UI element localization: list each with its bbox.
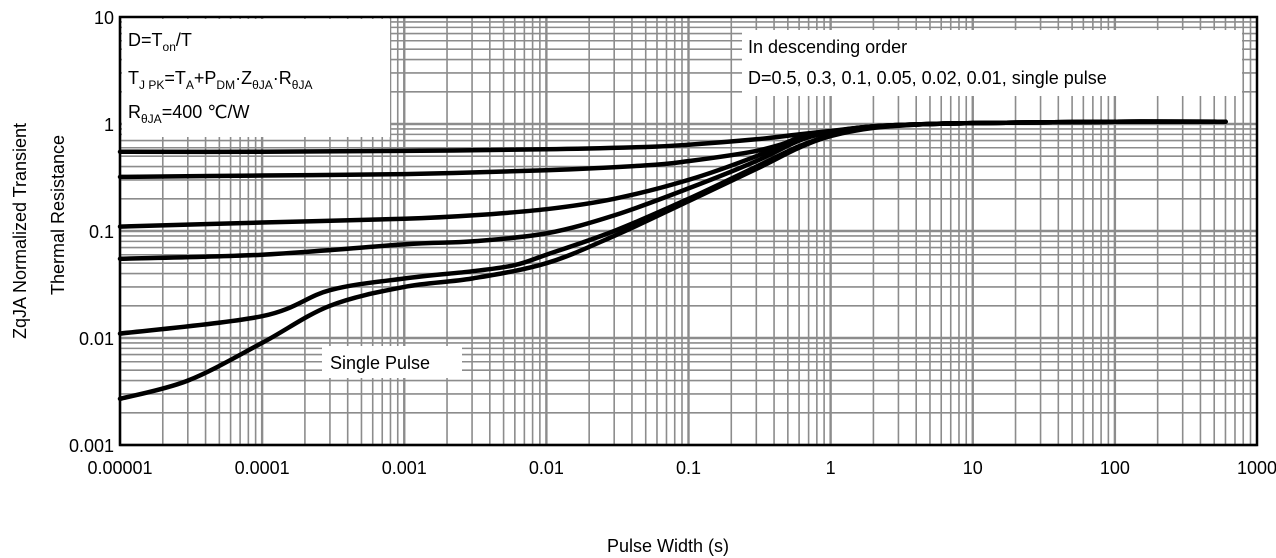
equation-box-bg <box>122 19 390 137</box>
equation-duty-cycle: D=Ton/T <box>128 30 192 54</box>
x-tick-label: 0.1 <box>676 458 701 478</box>
y-tick-label: 0.1 <box>89 222 114 242</box>
single-pulse-label-box: Single Pulse <box>322 346 462 378</box>
y-tick-label: 10 <box>94 8 114 28</box>
order-list: D=0.5, 0.3, 0.1, 0.05, 0.02, 0.01, singl… <box>748 68 1107 88</box>
equation-junction-temp: TJ PK=TA+PDM·ZθJA·RθJA <box>128 68 312 92</box>
order-box-bg <box>742 30 1242 96</box>
x-tick-label: 1000 <box>1237 458 1276 478</box>
x-tick-label: 100 <box>1100 458 1130 478</box>
x-tick-label: 0.00001 <box>87 458 152 478</box>
equation-box: D=Ton/T TJ PK=TA+PDM·ZθJA·RθJA RθJA=400 … <box>122 19 390 137</box>
y-tick-label: 0.001 <box>69 436 114 456</box>
y-tick-label: 1 <box>104 115 114 135</box>
x-axis-title: Pulse Width (s) <box>607 536 729 556</box>
series-line-6 <box>117 119 1228 402</box>
series-group <box>117 119 1228 402</box>
y-tick-label: 0.01 <box>79 329 114 349</box>
y-axis-title-line2: Thermal Resistance <box>48 135 68 295</box>
x-tick-label: 0.001 <box>382 458 427 478</box>
single-pulse-label: Single Pulse <box>330 353 430 373</box>
plot-frame <box>118 15 1259 447</box>
order-box: In descending order D=0.5, 0.3, 0.1, 0.0… <box>742 30 1242 96</box>
x-tick-label: 0.01 <box>529 458 564 478</box>
equation-thermal-resistance: RθJA=400 ℃/W <box>128 102 249 126</box>
single-pulse-label-bg <box>322 346 462 378</box>
y-axis-title-line1: ZqJA Normalized Transient <box>10 123 30 339</box>
order-title: In descending order <box>748 37 907 57</box>
x-tick-label: 0.0001 <box>235 458 290 478</box>
tick-labels: 0.00001 0.0001 0.001 0.01 0.1 1 10 100 1000 0.001… <box>69 8 1276 478</box>
x-tick-label: 10 <box>963 458 983 478</box>
x-tick-label: 1 <box>826 458 836 478</box>
